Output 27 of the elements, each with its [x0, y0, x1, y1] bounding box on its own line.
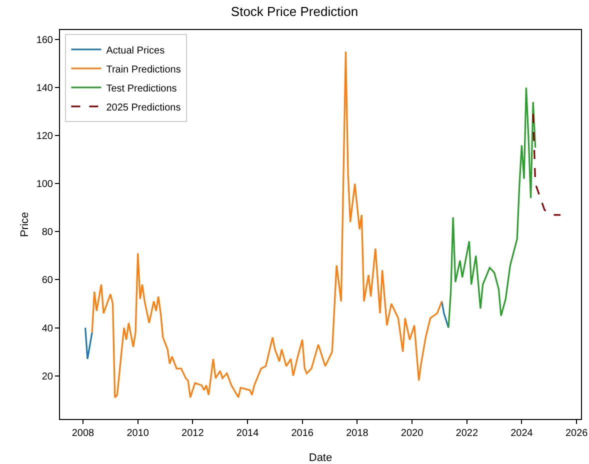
y-axis-title: Price: [19, 212, 31, 238]
x-tick-label: 2026: [565, 428, 588, 439]
legend-label: Test Predictions: [106, 83, 177, 94]
x-tick-label: 2012: [182, 428, 204, 439]
x-tick-label: 2020: [400, 428, 424, 439]
x-tick-label: 2016: [291, 428, 314, 439]
x-axis-title: Date: [308, 452, 332, 464]
legend-label: Actual Prices: [106, 45, 165, 56]
chart-title: Stock Price Prediction: [230, 4, 358, 20]
x-tick-label: 2010: [126, 428, 150, 439]
y-tick-label: 80: [42, 227, 54, 238]
x-tick-label: 2014: [236, 428, 260, 439]
y-tick-label: 40: [42, 323, 54, 334]
y-tick-label: 140: [36, 83, 54, 94]
x-tick-label: 2024: [510, 428, 534, 439]
line-series: [532, 113, 562, 216]
y-tick-label: 60: [42, 275, 54, 286]
y-tick-label: 20: [42, 371, 54, 382]
legend-label: Train Predictions: [106, 64, 181, 76]
y-tick-label: 160: [36, 35, 54, 46]
x-tick-label: 2008: [72, 428, 95, 439]
x-tick-label: 2018: [346, 428, 369, 439]
line-series: [448, 86, 536, 329]
legend-label: 2025 Predictions: [106, 102, 181, 114]
x-tick-label: 2022: [456, 428, 478, 439]
y-tick-label: 100: [36, 179, 54, 190]
y-tick-label: 120: [36, 131, 54, 142]
